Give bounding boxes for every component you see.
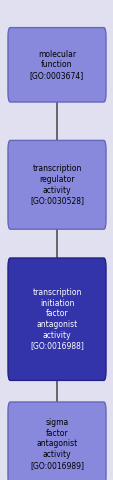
FancyBboxPatch shape xyxy=(8,258,105,380)
Text: molecular
function
[GO:0003674]: molecular function [GO:0003674] xyxy=(30,49,83,80)
FancyBboxPatch shape xyxy=(8,140,105,229)
Text: sigma
factor
antagonist
activity
[GO:0016989]: sigma factor antagonist activity [GO:001… xyxy=(30,418,83,470)
Text: transcription
initiation
factor
antagonist
activity
[GO:0016988]: transcription initiation factor antagoni… xyxy=(30,288,83,350)
Text: transcription
regulator
activity
[GO:0030528]: transcription regulator activity [GO:003… xyxy=(30,164,83,205)
FancyBboxPatch shape xyxy=(8,28,105,102)
FancyBboxPatch shape xyxy=(8,402,105,480)
